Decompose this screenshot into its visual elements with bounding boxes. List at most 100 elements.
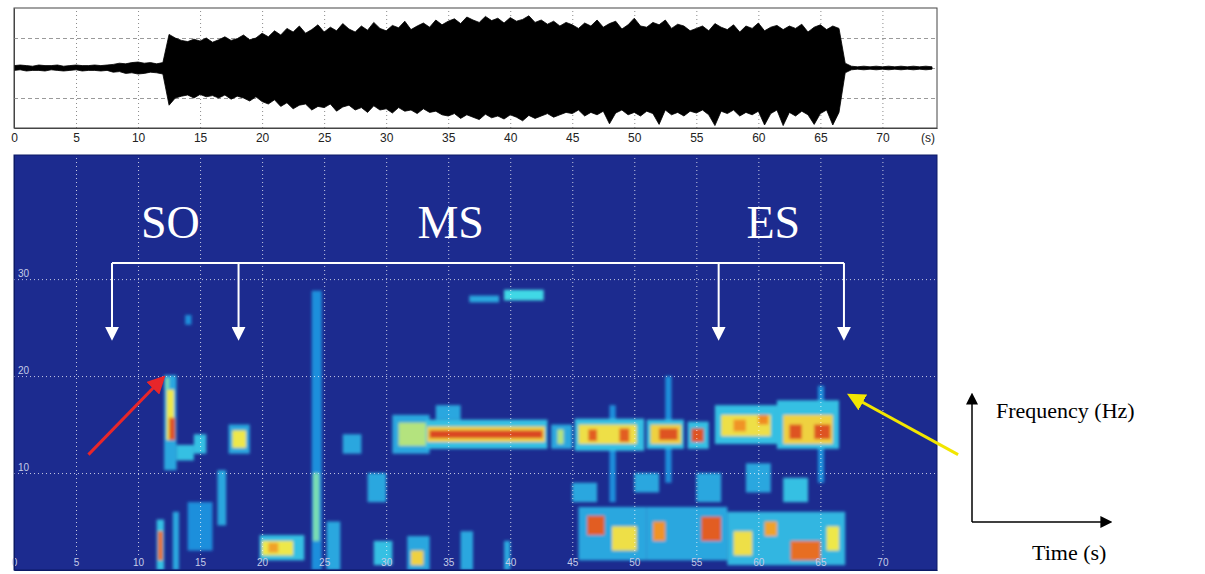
spectrogram-cell xyxy=(783,415,833,444)
grid-line xyxy=(14,376,937,377)
tick: 25 xyxy=(319,155,331,568)
spectrogram-cell xyxy=(268,543,278,553)
tick-label: 0 xyxy=(11,131,18,145)
plot-frame xyxy=(14,8,937,128)
spectrogram-group xyxy=(14,155,937,570)
spectrogram-cell xyxy=(578,425,636,444)
spectrogram-cell xyxy=(436,405,461,420)
grid-line xyxy=(510,155,511,555)
spectrogram-cell xyxy=(827,526,839,550)
spectrogram-cell xyxy=(650,425,681,444)
phase-label: SO xyxy=(141,197,200,248)
tick: 55 xyxy=(691,155,703,568)
tick: 45 xyxy=(567,155,579,568)
x-axis: 0510152025303540455055606570 xyxy=(11,8,937,145)
spectrogram-cell xyxy=(619,428,629,442)
axis-key: Frequency (Hz)Time (s) xyxy=(972,395,1135,565)
tick-label: 20 xyxy=(18,365,30,376)
spectrogram-cell xyxy=(734,420,746,432)
tick-label: 65 xyxy=(815,557,827,568)
grid-line xyxy=(634,155,635,555)
tick: 0 xyxy=(11,8,18,145)
spectrogram-cell xyxy=(765,522,777,537)
spectrogram-cell xyxy=(727,512,845,565)
spectrogram-cell xyxy=(177,445,194,461)
spectrogram-cell xyxy=(588,429,597,441)
spectrogram-cell xyxy=(612,526,637,550)
chart-root: 0510152025303540455055606570(s)051015202… xyxy=(0,0,1205,574)
spectrogram-cell xyxy=(229,425,250,454)
tick-label: 5 xyxy=(74,557,80,568)
tick-label: 70 xyxy=(876,131,890,145)
tick-label: 5 xyxy=(73,131,80,145)
spectrogram-cell xyxy=(777,400,839,448)
pointer-arrows xyxy=(88,378,958,455)
spectrogram-cell xyxy=(469,296,499,303)
tick-label: 40 xyxy=(504,131,518,145)
tick-label: 10 xyxy=(132,131,146,145)
spectrogram-cell xyxy=(185,315,191,325)
spectrogram-cell xyxy=(575,419,644,451)
tick-label: 25 xyxy=(318,131,332,145)
spectrogram-cell xyxy=(313,473,319,541)
tick: 5 xyxy=(73,8,80,145)
tick-label: 30 xyxy=(381,557,393,568)
phase-annotations: SO MS ES xyxy=(112,197,844,338)
grid-line xyxy=(820,155,821,555)
spectrogram-cell xyxy=(572,483,597,502)
phase-label: MS xyxy=(417,197,483,248)
tick-label: 50 xyxy=(628,131,642,145)
grid-line xyxy=(324,155,325,555)
spectrogram-cell xyxy=(461,531,473,570)
spectrogram-cell xyxy=(232,430,246,447)
spectrogram-cell xyxy=(164,375,176,470)
tick-label: 20 xyxy=(257,557,269,568)
tick-label: 60 xyxy=(753,557,765,568)
grid-line xyxy=(76,155,77,555)
grid-line xyxy=(696,155,697,555)
tick-label: 10 xyxy=(18,462,30,473)
tick: 30 xyxy=(14,268,937,280)
spectrogram-cell xyxy=(696,473,721,502)
spectrogram-cell xyxy=(789,425,801,440)
tick-label: 55 xyxy=(691,557,703,568)
spectrogram-cell xyxy=(587,516,604,535)
spectrogram-cell xyxy=(814,425,830,440)
spectrogram-cell xyxy=(701,517,721,541)
y-axis xyxy=(14,9,937,129)
tick-label: 10 xyxy=(133,557,145,568)
tick: 70 xyxy=(876,8,890,145)
cells-group xyxy=(157,290,846,570)
phase-arrow xyxy=(238,263,240,338)
spectrogram-cell xyxy=(430,430,543,438)
spectrogram-cell xyxy=(312,291,322,570)
phase-arrow xyxy=(843,263,845,338)
tick: 10 xyxy=(132,8,146,145)
spectrogram-cell xyxy=(169,418,175,440)
grid-line xyxy=(200,155,201,555)
spectrogram-cell xyxy=(157,520,164,570)
tick-label: 65 xyxy=(814,131,828,145)
tick-label: 50 xyxy=(629,557,641,568)
spectrogram-cell xyxy=(217,470,226,525)
grid-line xyxy=(572,155,573,555)
tick: 65 xyxy=(815,155,827,568)
y-axis: 10 20 30 xyxy=(14,156,937,571)
spectrogram-cell xyxy=(407,536,429,570)
tick-label: 30 xyxy=(18,268,30,279)
chart-svg: 0510152025303540455055606570(s)051015202… xyxy=(0,0,1205,574)
tick-label: 70 xyxy=(877,557,889,568)
tick-label: 15 xyxy=(195,557,207,568)
plot-background xyxy=(14,8,937,128)
tick-label: 30 xyxy=(380,131,394,145)
tick-label: 60 xyxy=(752,131,766,145)
axis-title: Frequency (Hz) xyxy=(996,398,1135,423)
tick: 20 xyxy=(257,155,269,568)
axis-unit-label: (s) xyxy=(921,131,935,145)
spectrogram-cell xyxy=(427,426,545,442)
spectrogram-cell xyxy=(158,531,163,560)
tick: 40 xyxy=(505,155,517,568)
tick-label: 25 xyxy=(319,557,331,568)
spectrogram-cell xyxy=(551,425,572,449)
phase-label: ES xyxy=(746,197,800,248)
